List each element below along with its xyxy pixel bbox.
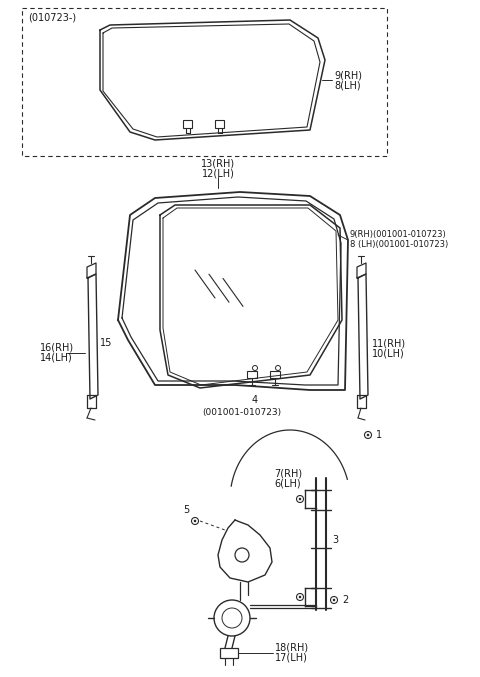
Text: 12(LH): 12(LH) — [202, 168, 234, 178]
Circle shape — [367, 434, 369, 436]
Text: 8(LH): 8(LH) — [334, 80, 360, 90]
Bar — [270, 371, 280, 378]
Text: 10(LH): 10(LH) — [372, 348, 405, 358]
Bar — [215, 120, 224, 128]
Text: 8 (LH)(001001-010723): 8 (LH)(001001-010723) — [350, 240, 448, 250]
Text: 9(RH)(001001-010723): 9(RH)(001001-010723) — [350, 230, 447, 240]
Text: 6(LH): 6(LH) — [275, 478, 301, 488]
Text: 5: 5 — [183, 505, 189, 515]
Text: 13(RH): 13(RH) — [201, 158, 235, 168]
Text: 11(RH): 11(RH) — [372, 338, 406, 348]
Bar — [220, 648, 238, 658]
Text: 16(RH): 16(RH) — [40, 343, 74, 353]
Text: (001001-010723): (001001-010723) — [203, 408, 282, 416]
Text: 3: 3 — [332, 535, 338, 545]
Bar — [183, 120, 192, 128]
Text: 14(LH): 14(LH) — [40, 353, 73, 363]
Text: 9(RH): 9(RH) — [334, 70, 362, 80]
Text: 2: 2 — [342, 595, 348, 605]
Text: (010723-): (010723-) — [28, 13, 76, 23]
Text: 15: 15 — [100, 338, 112, 348]
Text: 4: 4 — [252, 395, 258, 405]
Circle shape — [299, 596, 301, 598]
Text: 18(RH): 18(RH) — [275, 643, 309, 653]
Bar — [247, 371, 257, 378]
Bar — [22, 8, 387, 156]
Text: 17(LH): 17(LH) — [275, 653, 308, 663]
Text: 1: 1 — [376, 430, 382, 440]
Circle shape — [333, 598, 336, 601]
Circle shape — [194, 520, 196, 522]
Circle shape — [299, 498, 301, 500]
Text: 7(RH): 7(RH) — [274, 468, 302, 478]
